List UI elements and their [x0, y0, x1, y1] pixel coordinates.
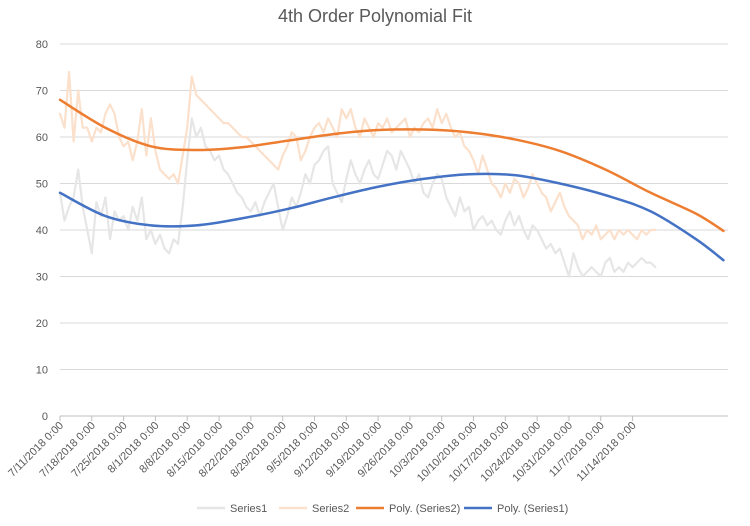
legend-label: Series1 — [230, 503, 267, 515]
y-tick-label: 40 — [36, 225, 48, 237]
y-tick-label: 70 — [36, 86, 48, 98]
x-tick-label: 8/15/2018 0:00 — [165, 420, 225, 480]
x-tick-label: 7/25/2018 0:00 — [69, 420, 129, 480]
y-tick-label: 80 — [36, 39, 48, 51]
legend-label: Poly. (Series1) — [497, 503, 568, 515]
legend-label: Series2 — [312, 503, 349, 515]
gridlines — [60, 43, 728, 417]
y-axis-ticks: 0 10 20 30 40 50 60 70 80 — [36, 39, 48, 423]
x-tick-label: 9/26/2018 0:00 — [356, 420, 416, 480]
x-tick-label: 8/29/2018 0:00 — [228, 420, 288, 480]
chart-title: 4th Order Polynomial Fit — [277, 6, 473, 26]
x-tick-label: 8/22/2018 0:00 — [197, 420, 257, 480]
y-tick-label: 30 — [36, 272, 48, 284]
x-tick-label: 7/11/2018 0:00 — [6, 420, 66, 480]
series-line-series2 — [58, 70, 657, 241]
series-group — [58, 70, 725, 278]
y-tick-label: 0 — [42, 411, 48, 423]
y-tick-label: 20 — [36, 318, 48, 330]
series-line-poly-series1 — [58, 172, 725, 262]
y-tick-label: 60 — [36, 132, 48, 144]
x-axis-ticks: 7/11/2018 0:007/18/2018 0:007/25/2018 0:… — [6, 416, 639, 484]
y-tick-label: 50 — [36, 179, 48, 191]
series-line-series1 — [58, 117, 657, 278]
x-tick-label: 9/12/2018 0:00 — [292, 420, 352, 480]
x-tick-label: 10/3/2018 0:00 — [387, 420, 447, 480]
x-tick-label: 7/18/2018 0:00 — [38, 420, 98, 480]
legend: Series1 Series2 Poly. (Series2) Poly. (Seri… — [197, 503, 568, 515]
x-tick-label: 9/19/2018 0:00 — [324, 420, 384, 480]
series-line-poly-series2 — [58, 98, 725, 233]
legend-label: Poly. (Series2) — [389, 503, 460, 515]
x-tick-label: 11/7/2018 0:00 — [547, 420, 607, 480]
x-tick-label: 11/14/2018 0:00 — [575, 420, 639, 484]
y-tick-label: 10 — [36, 365, 48, 377]
